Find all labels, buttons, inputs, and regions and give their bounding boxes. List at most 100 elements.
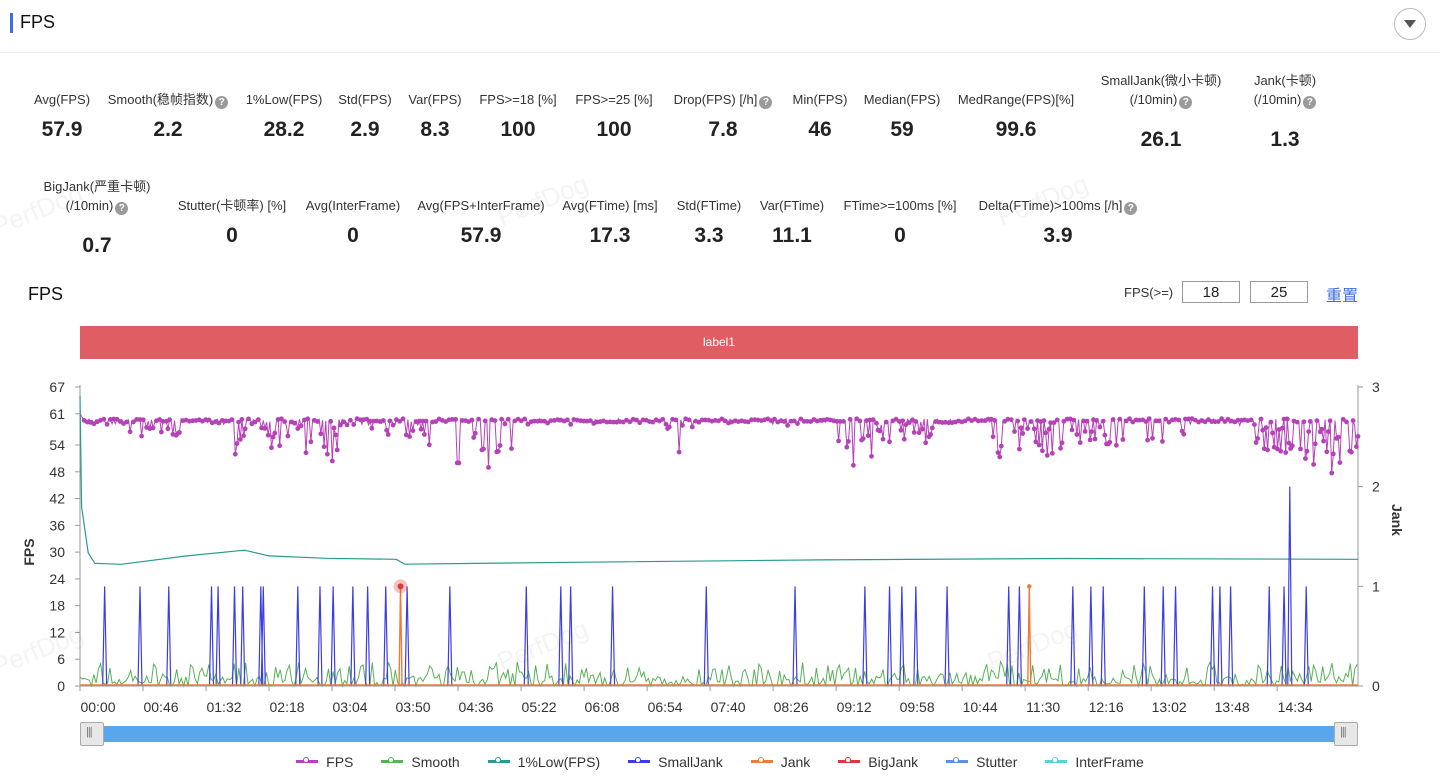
fps-point xyxy=(844,444,850,450)
fps-point xyxy=(241,433,247,439)
x-tick-label: 04:36 xyxy=(459,699,494,715)
fps-point xyxy=(234,441,240,446)
fps-point xyxy=(911,430,917,435)
fps-point xyxy=(772,416,777,422)
legend-label: Smooth xyxy=(411,754,460,770)
legend-item[interactable]: 1%Low(FPS) xyxy=(487,754,600,770)
metric: FPS>=25 [%] 100 xyxy=(524,90,704,150)
legend-label: Stutter xyxy=(976,754,1018,770)
legend-item[interactable]: Stutter xyxy=(946,754,1017,770)
metric-value: 7.8 xyxy=(708,118,738,141)
fps-point xyxy=(1092,436,1098,442)
metric: Avg(FPS) 57.9 xyxy=(0,90,152,150)
fps-point xyxy=(1008,417,1014,422)
y-left-tick-label: 18 xyxy=(49,598,65,614)
help-icon[interactable]: ? xyxy=(759,96,773,109)
smalljank-spike xyxy=(404,586,410,687)
fps-point xyxy=(522,416,527,422)
fps-threshold-input-1[interactable] xyxy=(1182,281,1240,303)
smalljank-spike xyxy=(1070,586,1076,687)
y-right-tick-label: 1 xyxy=(1372,578,1380,594)
help-icon[interactable]: ? xyxy=(1124,202,1138,215)
page-title: FPS xyxy=(20,12,56,32)
slider-right-handle[interactable] xyxy=(1334,722,1358,746)
fps-point xyxy=(1146,416,1152,422)
smalljank-spike xyxy=(899,586,905,687)
legend-item[interactable]: Smooth xyxy=(381,754,460,770)
fps-point xyxy=(344,422,350,428)
legend-item[interactable]: FPS xyxy=(296,754,353,770)
x-tick-label: 06:08 xyxy=(585,699,620,715)
collapse-toggle-button[interactable] xyxy=(1394,8,1426,40)
smalljank-spike xyxy=(240,586,246,687)
y-right-axis-title: Jank xyxy=(1389,504,1405,536)
slider-track[interactable] xyxy=(80,726,1358,742)
fps-point xyxy=(686,417,692,423)
fps-point xyxy=(673,417,679,423)
x-tick-label: 10:44 xyxy=(963,699,998,715)
fps-point xyxy=(400,416,406,422)
fps-point xyxy=(1156,418,1162,424)
fps-point xyxy=(1017,446,1022,452)
y-right-tick-label: 2 xyxy=(1372,479,1380,495)
fps-point xyxy=(1021,417,1027,422)
metric: Avg(FTime) [ms] 17.3 xyxy=(520,196,700,256)
fps-point xyxy=(676,449,682,455)
fps-point xyxy=(1163,416,1169,422)
metric-label: 1%Low(FPS) xyxy=(245,92,323,107)
fps-threshold-input-2[interactable] xyxy=(1250,281,1308,303)
label-band[interactable]: label1 xyxy=(80,326,1358,359)
x-tick-label: 13:02 xyxy=(1152,699,1187,715)
fps-point xyxy=(545,420,550,426)
smalljank-spike xyxy=(208,586,215,687)
help-icon[interactable]: ? xyxy=(115,202,129,215)
fps-point xyxy=(418,426,424,432)
fps-point xyxy=(277,443,283,449)
metric-label: Drop(FPS) [/h]? xyxy=(633,90,813,109)
smalljank-spike xyxy=(1160,586,1166,687)
fps-point xyxy=(1306,429,1312,434)
metric-value: 26.1 xyxy=(1140,128,1182,151)
legend-item[interactable]: BigJank xyxy=(838,754,918,770)
fps-point xyxy=(1102,432,1108,438)
fps-point xyxy=(874,420,879,426)
metric: Median(FPS) 59 xyxy=(812,90,992,150)
legend-item[interactable]: Jank xyxy=(750,754,811,770)
fps-point xyxy=(916,430,922,436)
fps-point xyxy=(1041,418,1047,423)
fps-point xyxy=(334,447,340,453)
smalljank-spike xyxy=(317,586,323,687)
help-icon[interactable]: ? xyxy=(1179,96,1193,109)
x-tick-label: 00:00 xyxy=(80,699,115,715)
smalljank-spike xyxy=(792,586,798,687)
fps-point xyxy=(390,422,396,428)
legend-label: Jank xyxy=(780,754,811,770)
legend-swatch xyxy=(838,757,861,763)
fps-point xyxy=(1304,448,1310,454)
fps-point xyxy=(1046,426,1052,432)
metric-label-unit: (/10min)? xyxy=(7,196,187,215)
y-left-tick-label: 0 xyxy=(57,678,65,694)
smalljank-spike xyxy=(523,586,529,687)
metric: Std(FTime) 3.3 xyxy=(619,196,799,256)
reset-button[interactable]: 重置 xyxy=(1326,288,1359,305)
fps-point xyxy=(1344,419,1349,425)
low1-series-line xyxy=(79,395,1359,565)
help-icon[interactable]: ? xyxy=(215,96,229,109)
legend-item[interactable]: SmallJank xyxy=(628,754,723,770)
time-range-slider[interactable] xyxy=(80,722,1358,746)
fps-point xyxy=(1160,439,1165,444)
fps-point xyxy=(913,419,919,424)
fps-point xyxy=(860,436,866,441)
help-icon[interactable]: ? xyxy=(1303,96,1317,109)
fps-point xyxy=(469,417,475,423)
fps-point xyxy=(1289,443,1295,449)
fps-point xyxy=(1025,426,1030,431)
slider-left-handle[interactable] xyxy=(80,722,104,746)
x-tick-label: 08:26 xyxy=(774,699,809,715)
fps-point xyxy=(407,434,412,439)
metric-value: 100 xyxy=(596,118,632,141)
metric: FTime>=100ms [%] 0 xyxy=(810,196,990,256)
legend-item[interactable]: InterFrame xyxy=(1045,754,1144,770)
